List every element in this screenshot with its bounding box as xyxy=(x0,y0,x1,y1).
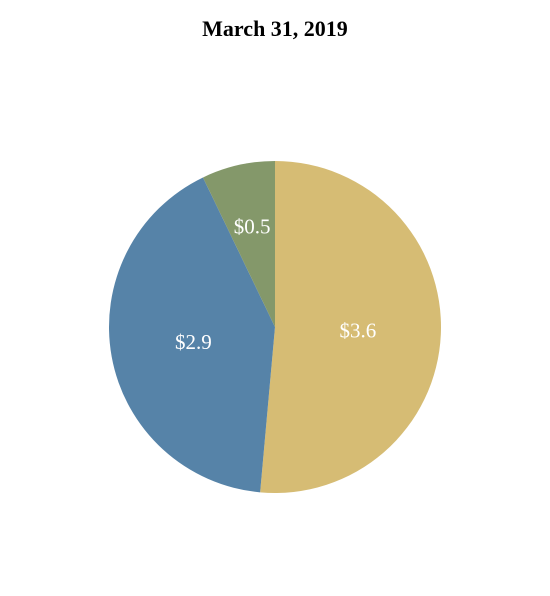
chart-title: March 31, 2019 xyxy=(202,16,348,41)
pie-slice-0 xyxy=(260,161,442,494)
pie-slice-1 xyxy=(109,177,276,493)
pie-slice-label-2: $0.5 xyxy=(234,215,271,239)
pie-slices xyxy=(109,161,442,494)
pie-slice-label-1: $2.9 xyxy=(175,330,212,354)
pie-slice-2 xyxy=(202,161,275,327)
pie-labels: $3.6 $2.9 $0.5 xyxy=(175,215,376,354)
pie-slice-label-0: $3.6 xyxy=(340,319,377,343)
